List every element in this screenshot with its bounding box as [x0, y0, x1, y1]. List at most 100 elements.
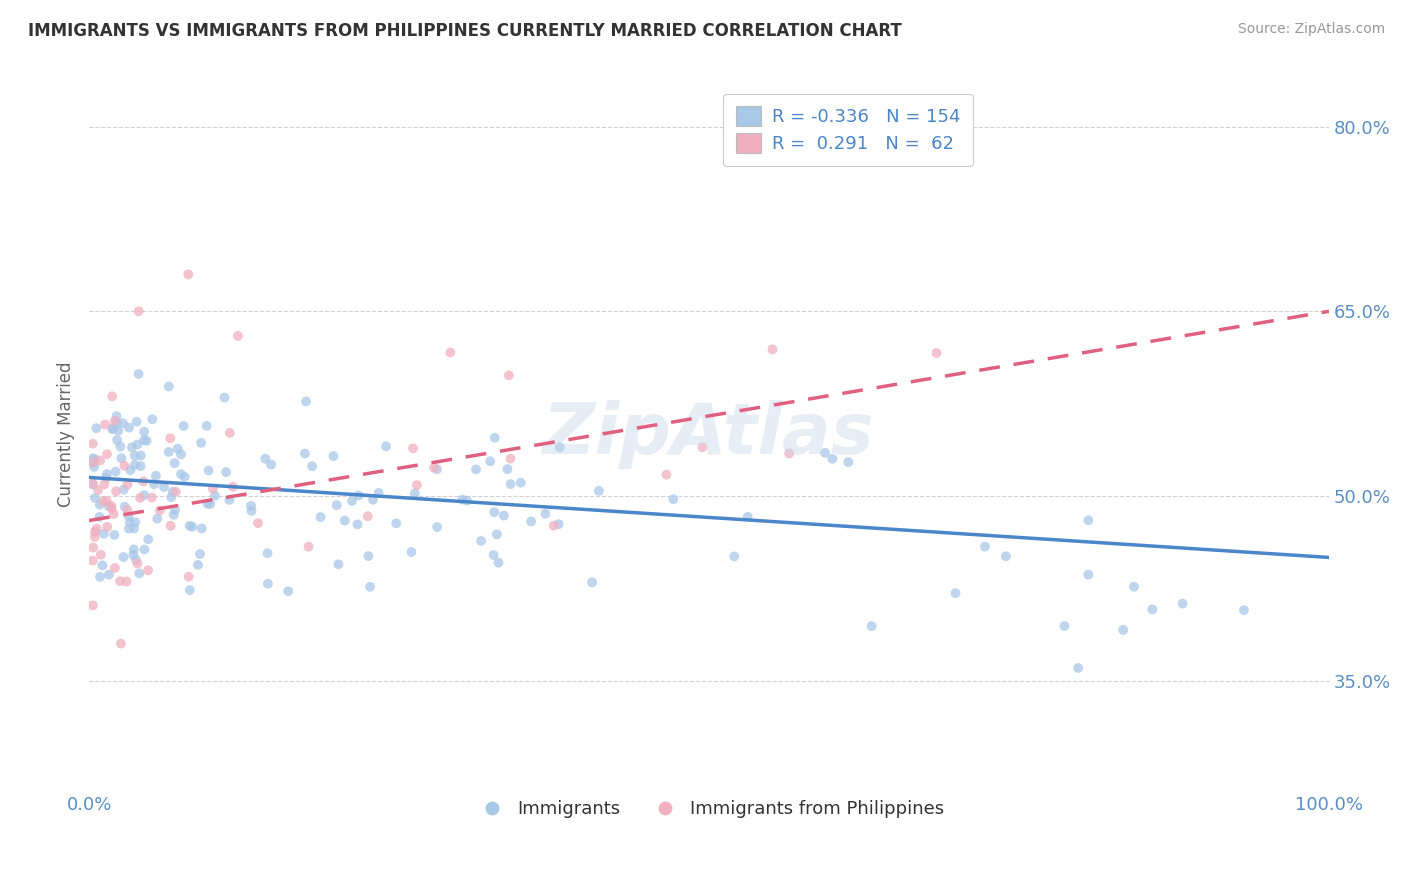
Point: [110, 451, 132, 466]
Point: [240, 499, 263, 513]
Point: [1123, 580, 1146, 594]
Point: [104, 414, 127, 428]
Point: [135, 434, 157, 448]
Point: [492, 508, 515, 523]
Point: [105, 484, 128, 499]
Point: [482, 548, 505, 562]
Point: [100, 501, 122, 516]
Point: [277, 584, 299, 599]
Y-axis label: Currently Married: Currently Married: [58, 361, 75, 508]
Point: [93, 526, 115, 541]
Point: [82, 476, 104, 491]
Point: [82, 541, 104, 555]
Point: [121, 440, 143, 454]
Point: [197, 497, 219, 511]
Point: [309, 510, 332, 524]
Point: [128, 566, 150, 581]
Point: [737, 509, 759, 524]
Point: [127, 557, 149, 571]
Point: [177, 268, 200, 282]
Point: [226, 329, 249, 343]
Point: [218, 425, 240, 440]
Point: [195, 418, 218, 433]
Point: [84, 421, 107, 435]
Point: [136, 563, 159, 577]
Point: [110, 637, 132, 651]
Point: [190, 521, 212, 535]
Point: [925, 346, 948, 360]
Point: [108, 574, 131, 589]
Point: [104, 561, 127, 575]
Point: [159, 431, 181, 445]
Point: [124, 515, 146, 529]
Point: [479, 454, 502, 468]
Point: [94, 417, 117, 432]
Point: [359, 580, 381, 594]
Point: [173, 470, 195, 484]
Point: [346, 517, 368, 532]
Point: [100, 499, 122, 513]
Point: [124, 458, 146, 472]
Point: [814, 446, 837, 460]
Point: [1233, 603, 1256, 617]
Point: [821, 451, 844, 466]
Point: [129, 449, 152, 463]
Point: [860, 619, 883, 633]
Point: [994, 549, 1017, 564]
Point: [499, 451, 522, 466]
Point: [163, 456, 186, 470]
Point: [385, 516, 408, 531]
Point: [125, 415, 148, 429]
Point: [146, 511, 169, 525]
Point: [402, 442, 425, 456]
Point: [297, 540, 319, 554]
Point: [778, 446, 800, 460]
Point: [498, 368, 520, 383]
Point: [260, 458, 283, 472]
Text: ZipAtlas: ZipAtlas: [543, 400, 875, 469]
Point: [134, 425, 156, 439]
Point: [295, 394, 318, 409]
Point: [215, 465, 238, 479]
Point: [423, 460, 446, 475]
Legend: Immigrants, Immigrants from Philippines: Immigrants, Immigrants from Philippines: [467, 793, 952, 825]
Point: [357, 509, 380, 524]
Point: [204, 489, 226, 503]
Point: [104, 465, 127, 479]
Point: [112, 458, 135, 473]
Point: [105, 409, 128, 424]
Point: [509, 475, 531, 490]
Point: [404, 486, 426, 500]
Point: [222, 480, 245, 494]
Point: [357, 549, 380, 563]
Point: [170, 467, 193, 482]
Point: [347, 489, 370, 503]
Point: [496, 462, 519, 476]
Point: [122, 521, 145, 535]
Point: [1053, 619, 1076, 633]
Point: [136, 533, 159, 547]
Point: [543, 518, 565, 533]
Point: [110, 440, 132, 454]
Point: [89, 453, 111, 467]
Text: Source: ZipAtlas.com: Source: ZipAtlas.com: [1237, 22, 1385, 37]
Point: [465, 462, 488, 476]
Point: [98, 567, 121, 582]
Point: [426, 462, 449, 476]
Point: [82, 455, 104, 469]
Point: [426, 520, 449, 534]
Point: [181, 519, 204, 533]
Point: [125, 553, 148, 567]
Point: [93, 477, 115, 491]
Point: [96, 447, 118, 461]
Point: [188, 547, 211, 561]
Point: [581, 575, 603, 590]
Point: [105, 433, 128, 447]
Point: [723, 549, 745, 564]
Point: [129, 491, 152, 505]
Point: [1077, 567, 1099, 582]
Point: [179, 582, 201, 597]
Point: [837, 455, 859, 469]
Point: [118, 522, 141, 536]
Point: [84, 491, 107, 505]
